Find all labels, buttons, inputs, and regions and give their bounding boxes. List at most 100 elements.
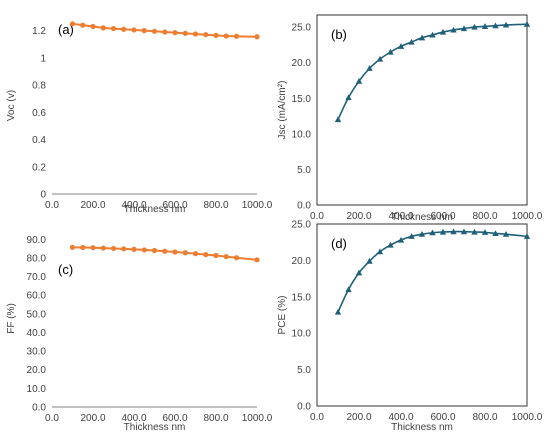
data-point (429, 31, 436, 38)
x-axis-label: Thickness nm (391, 212, 453, 223)
chart-panel-1: 0.0 200.0 400.0 600.0 800.0 1000.0 0 0.2 0.4 0.6 0… (6, 21, 273, 215)
data-point (492, 230, 499, 237)
data-point (110, 245, 117, 252)
data-point (492, 22, 499, 29)
data-point (345, 94, 352, 101)
panel-label: (b) (331, 27, 347, 42)
x-axis-label: Thickness nm (391, 422, 453, 433)
y-axis-label: PCE (%) (277, 296, 288, 335)
y-tick-label: 0.0 (297, 402, 311, 413)
data-point (254, 34, 260, 40)
data-point (80, 22, 86, 28)
y-tick-label: 0.4 (32, 135, 46, 146)
data-point (450, 228, 457, 235)
data-point (460, 25, 468, 32)
x-tick-label: 200.0 (346, 211, 371, 222)
y-tick-label: 0.2 (32, 162, 46, 173)
data-point (439, 228, 447, 235)
x-tick-label: 600.0 (430, 412, 455, 423)
x-tick-label: 400.0 (388, 211, 413, 222)
data-point (481, 229, 489, 235)
plot-border (316, 223, 528, 407)
y-tick-label: 20.0 (292, 58, 312, 69)
data-point (376, 55, 384, 62)
data-point (387, 48, 394, 55)
y-tick-label: 60.0 (27, 291, 47, 302)
data-point (376, 248, 384, 255)
y-tick-label: 10.0 (27, 384, 47, 395)
data-point (172, 30, 178, 36)
x-tick-label: 0.0 (45, 200, 59, 211)
y-tick-label: 30.0 (27, 347, 47, 358)
x-axis-label: Thickness nm (124, 204, 186, 215)
data-point (182, 250, 188, 256)
panel-label: (c) (58, 262, 73, 277)
data-point (151, 247, 158, 254)
data-point (355, 77, 363, 84)
data-point (192, 31, 199, 37)
data-point (131, 246, 137, 252)
x-tick-label: 1000.0 (242, 413, 273, 424)
x-tick-label: 600.0 (430, 211, 455, 222)
x-tick-label: 600.0 (162, 413, 187, 424)
data-point (69, 244, 76, 250)
data-point (429, 229, 436, 236)
x-tick-label: 1000.0 (512, 412, 543, 423)
data-point (397, 236, 405, 243)
data-point (387, 241, 394, 248)
y-tick-label: 15.0 (292, 292, 312, 303)
x-tick-label: 200.0 (80, 413, 105, 424)
data-point (418, 34, 426, 41)
data-point (366, 65, 373, 71)
x-tick-label: 800.0 (472, 412, 497, 423)
y-tick-label: 0.0 (32, 403, 46, 414)
chart-panel-4: 0.0 200.0 400.0 600.0 800.0 1000.0 0.0 5.0 10.0 1… (277, 220, 543, 434)
data-point (162, 29, 168, 35)
data-point (408, 38, 415, 45)
data-point (471, 23, 478, 30)
data-point (334, 116, 342, 123)
x-tick-label: 400.0 (121, 200, 146, 211)
y-axis-label: Voc (v) (6, 90, 17, 121)
data-point (450, 26, 457, 33)
y-tick-label: 50.0 (27, 309, 47, 320)
data-point (121, 26, 127, 32)
data-point (233, 33, 240, 39)
data-point (223, 33, 229, 39)
y-tick-label: 15.0 (292, 94, 312, 105)
y-tick-label: 0.8 (32, 81, 46, 92)
y-tick-label: 25.0 (292, 220, 312, 231)
data-point (131, 27, 137, 33)
y-tick-label: 10.0 (292, 129, 312, 140)
data-point (141, 247, 147, 253)
data-point (460, 228, 468, 235)
chart-panel-2: 0.0 200.0 400.0 600.0 800.0 1000.0 0.0 5.0 10.0 1… (277, 14, 543, 223)
data-point (254, 257, 260, 263)
x-tick-label: 1000.0 (242, 200, 273, 211)
x-tick-label: 0.0 (310, 412, 324, 423)
series-line (337, 23, 528, 120)
data-point (523, 21, 531, 27)
y-tick-label: 70.0 (27, 272, 47, 283)
data-point (355, 269, 363, 276)
data-point (172, 249, 178, 255)
data-point (182, 30, 188, 36)
y-tick-label: 80.0 (27, 253, 47, 264)
y-tick-label: 5.0 (297, 165, 311, 176)
y-tick-label: 25.0 (292, 23, 312, 34)
data-point (502, 21, 510, 28)
data-point (100, 25, 106, 31)
data-point (223, 254, 229, 260)
data-point (502, 230, 510, 237)
y-tick-label: 20.0 (27, 365, 47, 376)
data-point (418, 230, 426, 237)
data-point (523, 233, 531, 239)
x-axis-label: Thickness nm (124, 422, 186, 433)
data-point (69, 21, 76, 27)
y-axis-label: Jsc (mA/cm²) (277, 81, 288, 140)
y-axis-label: FF (%) (6, 303, 17, 334)
x-tick-label: 200.0 (80, 200, 105, 211)
y-tick-label: 0.6 (32, 108, 46, 119)
y-tick-label: 90.0 (27, 235, 47, 246)
x-tick-label: 400.0 (121, 413, 146, 424)
